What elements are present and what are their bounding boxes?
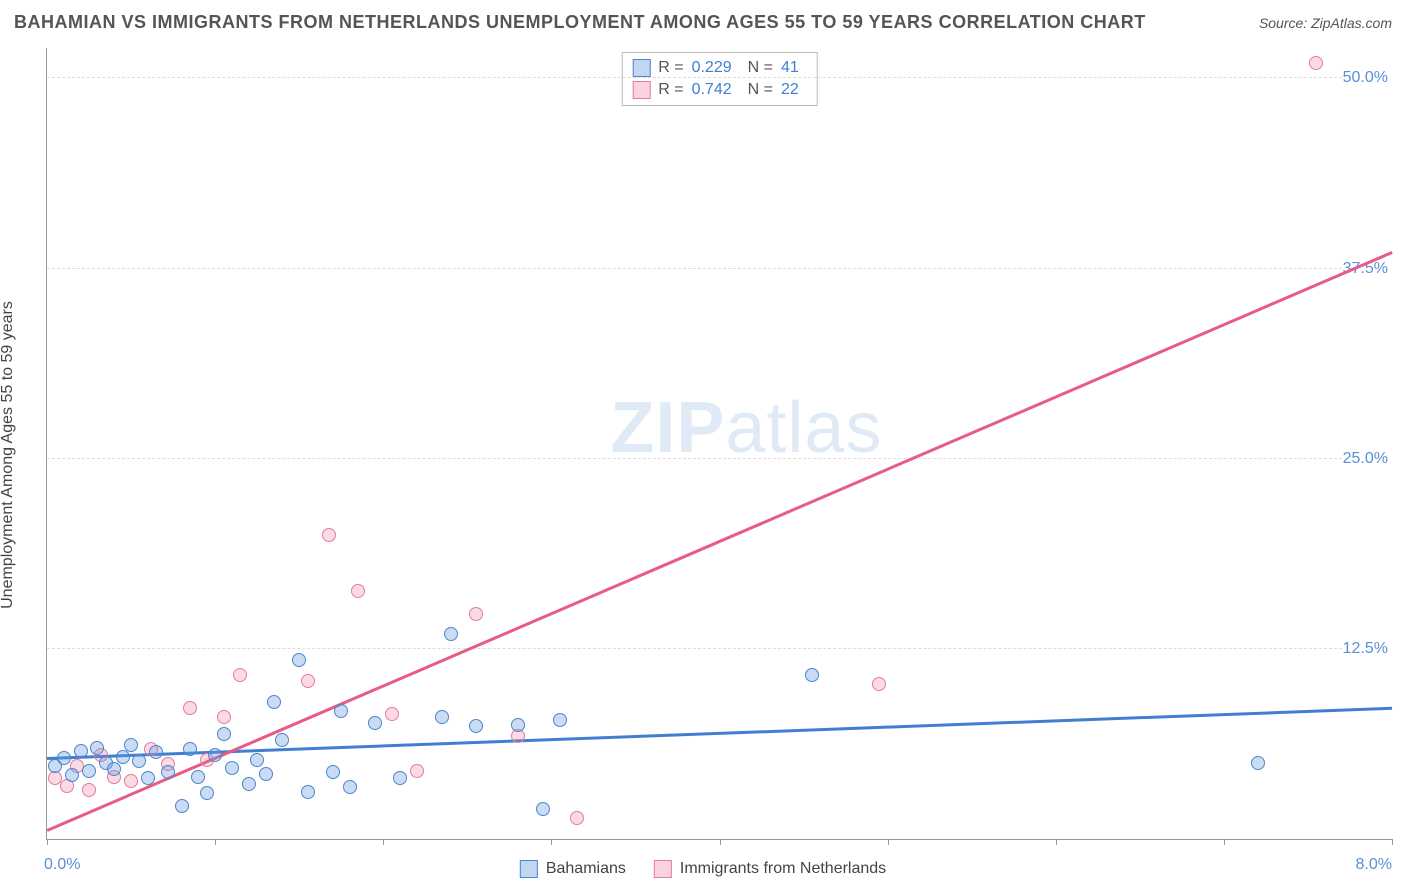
bottom-legend: Bahamians Immigrants from Netherlands <box>520 860 886 878</box>
scatter-point <box>469 719 483 733</box>
y-tick-label: 25.0% <box>1343 450 1394 468</box>
r-label: R = <box>658 81 683 99</box>
swatch-a-icon <box>632 59 650 77</box>
scatter-point <box>233 668 247 682</box>
scatter-point <box>536 802 550 816</box>
x-tick <box>47 839 48 845</box>
x-origin-label: 0.0% <box>44 856 80 874</box>
scatter-point <box>368 716 382 730</box>
scatter-point <box>326 765 340 779</box>
scatter-point <box>200 786 214 800</box>
scatter-point <box>322 528 336 542</box>
swatch-a-icon <box>520 860 538 878</box>
scatter-point <box>161 765 175 779</box>
scatter-point <box>242 777 256 791</box>
scatter-point <box>65 768 79 782</box>
scatter-point <box>74 744 88 758</box>
scatter-point <box>149 745 163 759</box>
scatter-point <box>301 674 315 688</box>
scatter-point <box>116 750 130 764</box>
scatter-point <box>267 695 281 709</box>
scatter-point <box>191 770 205 784</box>
x-tick <box>1392 839 1393 845</box>
scatter-point <box>393 771 407 785</box>
legend-label-a: Bahamians <box>546 860 626 878</box>
gridline <box>47 458 1392 459</box>
stats-row-a: R = 0.229 N = 41 <box>632 57 807 79</box>
scatter-point <box>511 718 525 732</box>
scatter-point <box>292 653 306 667</box>
scatter-point <box>90 741 104 755</box>
scatter-point <box>217 710 231 724</box>
scatter-point <box>124 738 138 752</box>
scatter-point <box>175 799 189 813</box>
scatter-point <box>132 754 146 768</box>
scatter-point <box>275 733 289 747</box>
scatter-point <box>82 783 96 797</box>
y-tick-label: 12.5% <box>1343 640 1394 658</box>
scatter-point <box>250 753 264 767</box>
scatter-point <box>1309 56 1323 70</box>
n-label: N = <box>748 81 773 99</box>
scatter-point <box>259 767 273 781</box>
scatter-point <box>183 701 197 715</box>
x-tick <box>551 839 552 845</box>
r-label: R = <box>658 59 683 77</box>
scatter-point <box>183 742 197 756</box>
scatter-point <box>57 751 71 765</box>
x-tick <box>215 839 216 845</box>
plot-area: ZIPatlas R = 0.229 N = 41 R = 0.742 N = … <box>46 48 1392 840</box>
scatter-point <box>208 748 222 762</box>
scatter-point <box>124 774 138 788</box>
scatter-point <box>435 710 449 724</box>
stats-row-b: R = 0.742 N = 22 <box>632 79 807 101</box>
scatter-point <box>301 785 315 799</box>
source-label: Source: ZipAtlas.com <box>1259 15 1392 31</box>
chart-title: BAHAMIAN VS IMMIGRANTS FROM NETHERLANDS … <box>14 12 1146 33</box>
legend-item-b: Immigrants from Netherlands <box>654 860 886 878</box>
legend-label-b: Immigrants from Netherlands <box>680 860 886 878</box>
scatter-point <box>82 764 96 778</box>
scatter-point <box>444 627 458 641</box>
scatter-point <box>343 780 357 794</box>
scatter-point <box>872 677 886 691</box>
scatter-point <box>225 761 239 775</box>
scatter-point <box>1251 756 1265 770</box>
x-tick <box>383 839 384 845</box>
gridline <box>47 268 1392 269</box>
scatter-point <box>385 707 399 721</box>
watermark: ZIPatlas <box>610 387 882 469</box>
n-label: N = <box>748 59 773 77</box>
scatter-point <box>351 584 365 598</box>
n-value-a: 41 <box>781 59 799 77</box>
scatter-point <box>553 713 567 727</box>
stats-legend: R = 0.229 N = 41 R = 0.742 N = 22 <box>621 52 818 106</box>
n-value-b: 22 <box>781 81 799 99</box>
legend-item-a: Bahamians <box>520 860 626 878</box>
x-tick <box>1224 839 1225 845</box>
gridline <box>47 77 1392 78</box>
gridline <box>47 648 1392 649</box>
scatter-point <box>469 607 483 621</box>
scatter-point <box>141 771 155 785</box>
regression-line-b <box>47 251 1393 831</box>
swatch-b-icon <box>654 860 672 878</box>
scatter-point <box>107 762 121 776</box>
y-tick-label: 50.0% <box>1343 69 1394 87</box>
swatch-b-icon <box>632 81 650 99</box>
x-tick <box>720 839 721 845</box>
scatter-point <box>217 727 231 741</box>
x-max-label: 8.0% <box>1356 856 1392 874</box>
scatter-point <box>570 811 584 825</box>
scatter-point <box>334 704 348 718</box>
x-tick <box>1056 839 1057 845</box>
r-value-a: 0.229 <box>692 59 732 77</box>
regression-line-a <box>47 707 1392 760</box>
scatter-point <box>805 668 819 682</box>
x-tick <box>888 839 889 845</box>
y-axis-label: Unemployment Among Ages 55 to 59 years <box>0 301 17 609</box>
r-value-b: 0.742 <box>692 81 732 99</box>
scatter-point <box>410 764 424 778</box>
